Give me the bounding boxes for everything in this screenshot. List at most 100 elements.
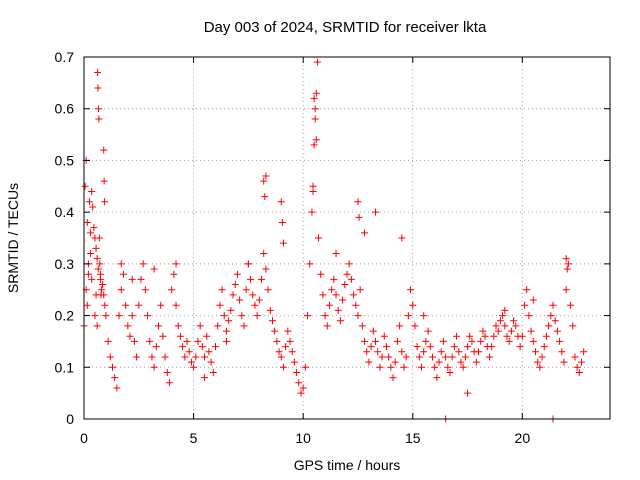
- data-point: [165, 379, 173, 387]
- x-tick-labels: 0 5 10 15 20: [80, 430, 530, 446]
- data-point: [99, 281, 107, 289]
- data-point: [426, 343, 434, 351]
- data-point: [553, 327, 561, 335]
- y-tick-label: 0.5: [55, 152, 75, 168]
- data-point: [536, 363, 544, 371]
- data-point: [444, 363, 452, 371]
- data-point: [371, 208, 379, 216]
- y-tick-label: 0.3: [55, 256, 75, 272]
- data-point: [564, 260, 572, 268]
- data-point: [376, 363, 384, 371]
- data-point: [111, 374, 119, 382]
- data-point: [450, 343, 458, 351]
- data-point: [341, 281, 349, 289]
- data-point: [96, 260, 104, 268]
- data-point: [194, 337, 202, 345]
- data-point: [512, 322, 520, 330]
- data-point: [170, 270, 178, 278]
- data-point: [396, 322, 404, 330]
- data-point: [101, 198, 109, 206]
- data-point: [488, 343, 496, 351]
- data-point: [152, 343, 160, 351]
- data-point: [312, 136, 320, 144]
- data-point: [529, 296, 537, 304]
- data-point: [321, 312, 329, 320]
- data-point: [135, 301, 143, 309]
- data-point: [95, 234, 103, 242]
- data-point: [187, 358, 195, 366]
- data-point: [102, 312, 110, 320]
- data-point: [365, 358, 373, 366]
- data-point: [301, 363, 309, 371]
- grid: [84, 57, 610, 419]
- data-point: [518, 332, 526, 340]
- data-point: [196, 322, 204, 330]
- data-point: [431, 363, 439, 371]
- data-point: [428, 353, 436, 361]
- data-point: [534, 358, 542, 366]
- data-point: [163, 368, 171, 376]
- data-point: [117, 286, 125, 294]
- data-point: [244, 260, 252, 268]
- data-point: [475, 348, 482, 356]
- data-point: [562, 286, 570, 294]
- data-point: [159, 332, 167, 340]
- data-point: [106, 353, 114, 361]
- x-tick-label: 20: [515, 430, 531, 446]
- data-point: [393, 337, 401, 345]
- data-point: [161, 353, 169, 361]
- data-point: [104, 337, 112, 345]
- y-tick-label: 0.7: [55, 49, 75, 65]
- data-point: [212, 343, 219, 351]
- data-point: [490, 332, 498, 340]
- data-point: [168, 286, 176, 294]
- data-point: [222, 327, 230, 335]
- data-point: [282, 343, 290, 351]
- data-point: [389, 374, 397, 382]
- data-point: [317, 270, 325, 278]
- data-point: [398, 348, 406, 356]
- data-point: [201, 374, 209, 382]
- data-point: [525, 312, 533, 320]
- data-point: [293, 368, 301, 376]
- data-point: [448, 353, 456, 361]
- data-point: [247, 275, 255, 283]
- data-point: [457, 358, 465, 366]
- data-point: [310, 141, 318, 149]
- data-point: [466, 332, 474, 340]
- data-point: [356, 286, 364, 294]
- data-point: [374, 348, 382, 356]
- data-point: [295, 379, 303, 387]
- data-point: [126, 332, 134, 340]
- data-point: [271, 327, 279, 335]
- data-point: [81, 182, 89, 190]
- data-point: [87, 250, 95, 258]
- data-point: [94, 265, 102, 273]
- data-point: [499, 312, 507, 320]
- data-point: [148, 353, 156, 361]
- data-point: [380, 332, 388, 340]
- data-point: [424, 327, 432, 335]
- data-point: [308, 208, 316, 216]
- y-tick-label: 0.4: [55, 204, 75, 220]
- data-point: [415, 353, 423, 361]
- data-point: [83, 301, 91, 309]
- data-point: [240, 322, 248, 330]
- data-point: [459, 363, 467, 371]
- data-point: [453, 332, 461, 340]
- data-point: [275, 348, 283, 356]
- data-point: [358, 322, 366, 330]
- data-point: [115, 312, 123, 320]
- data-point: [85, 198, 93, 206]
- data-point: [332, 250, 340, 258]
- data-point: [119, 270, 127, 278]
- data-point: [216, 301, 224, 309]
- data-point: [225, 317, 233, 325]
- data-point: [479, 327, 487, 335]
- data-point: [556, 337, 564, 345]
- data-point: [88, 275, 96, 283]
- data-point: [100, 146, 108, 154]
- data-point: [371, 337, 379, 345]
- data-point: [420, 312, 428, 320]
- data-point: [231, 281, 239, 289]
